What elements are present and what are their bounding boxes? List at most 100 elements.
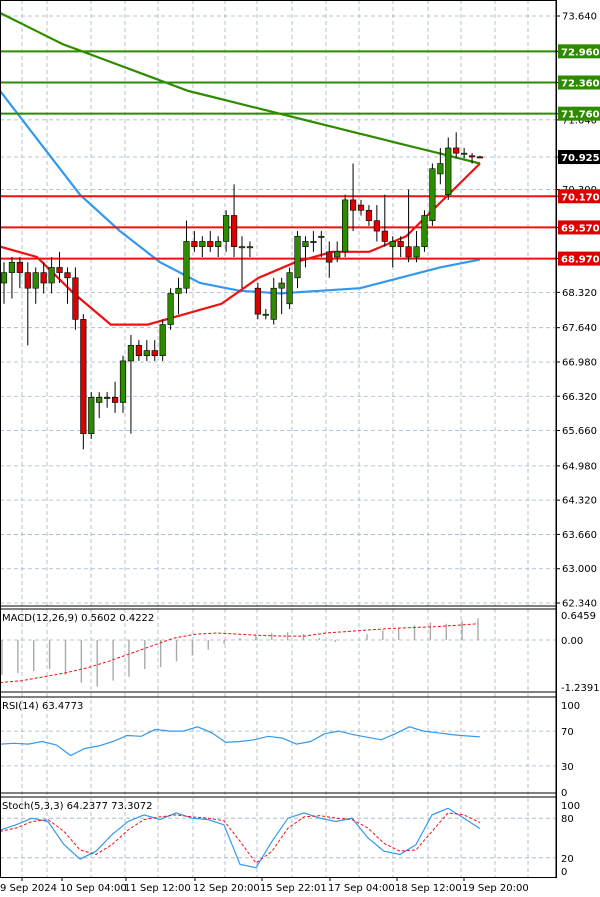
candle-body <box>357 204 365 211</box>
stoch-tick-label: 0 <box>561 867 567 878</box>
candle-body <box>262 313 269 316</box>
price-label-box <box>558 189 600 204</box>
candle-body <box>365 209 373 221</box>
price-label: 69.570 <box>561 223 600 234</box>
price-label-box <box>558 44 600 59</box>
price-label: 72.360 <box>561 78 600 89</box>
candle-body <box>88 396 95 434</box>
price-label: 70.925 <box>561 153 600 164</box>
candle-body <box>381 230 388 242</box>
candle-body <box>135 345 142 357</box>
candle-body <box>0 272 8 284</box>
candle-body <box>286 272 293 305</box>
macd-tick-label: -1.2391 <box>561 683 600 694</box>
candle-body <box>48 267 55 284</box>
y-tick-label: 64.980 <box>562 461 597 472</box>
candle-body <box>199 241 206 247</box>
candle-body <box>24 272 31 289</box>
candle-body <box>111 396 119 403</box>
candle-body <box>421 215 428 247</box>
y-tick-label: 64.320 <box>562 496 597 507</box>
candle-body <box>476 156 484 159</box>
x-tick-label: 9 Sep 2024 <box>0 883 57 894</box>
candle-body <box>183 241 190 289</box>
candle-body <box>72 277 79 320</box>
candle-body <box>334 251 341 258</box>
x-tick-label: 12 Sep 20:00 <box>193 883 260 894</box>
candle-body <box>159 324 166 357</box>
candle-body <box>278 282 285 289</box>
candle-body <box>223 215 230 242</box>
candle-body <box>151 350 158 357</box>
stoch-tick-label: 20 <box>561 854 574 865</box>
y-tick-label: 71.640 <box>562 115 597 126</box>
stoch-tick-label: 80 <box>561 814 574 825</box>
candle-body <box>32 272 39 289</box>
candle-body <box>326 251 333 263</box>
candle-body <box>373 220 380 232</box>
rsi-tick-label: 70 <box>561 727 574 738</box>
candle-body <box>397 241 404 247</box>
stoch-panel: Stoch(5,3,3) 64.2377 73.3072 <box>0 801 481 869</box>
candle-body <box>405 246 412 258</box>
candle-body <box>40 272 47 284</box>
candle-body <box>246 246 254 249</box>
stoch-k-line <box>0 807 481 869</box>
candle-body <box>104 396 111 399</box>
candle-body <box>429 168 436 221</box>
x-tick-label: 15 Sep 22:01 <box>260 883 327 894</box>
price-label-box <box>558 251 600 266</box>
candle-body <box>143 350 150 357</box>
candle-body <box>310 241 317 243</box>
candle-body <box>254 287 261 315</box>
stoch-tick-label: 100 <box>561 801 580 812</box>
candle-body <box>175 287 182 294</box>
y-tick-label: 66.320 <box>562 392 597 403</box>
candle-body <box>8 261 16 273</box>
rsi-tick-label: 0 <box>561 788 567 799</box>
candle-body <box>215 241 222 247</box>
stoch-d-line <box>0 812 481 864</box>
y-tick-label: 65.660 <box>562 426 597 437</box>
y-tick-label: 63.000 <box>562 564 597 575</box>
price-label: 72.960 <box>561 47 600 58</box>
macd-tick-label: 0.00 <box>561 636 583 647</box>
price-label-box <box>558 106 600 121</box>
candle-body <box>96 396 103 403</box>
candle-body <box>318 235 325 238</box>
y-tick-label: 63.660 <box>562 530 597 541</box>
y-tick-label: 67.640 <box>562 323 597 334</box>
moving-average-line <box>0 162 481 326</box>
candle-body <box>119 360 127 403</box>
candle-body <box>349 199 357 211</box>
price-label: 68.970 <box>561 255 600 266</box>
x-tick-label: 17 Sep 04:00 <box>328 883 395 894</box>
x-tick-label: 10 Sep 04:00 <box>60 883 127 894</box>
rsi-tick-label: 30 <box>561 762 574 773</box>
x-tick-label: 19 Sep 20:00 <box>462 883 529 894</box>
moving-average-line <box>0 11 481 165</box>
candle-body <box>453 147 460 154</box>
candle-body <box>127 345 135 362</box>
candle-body <box>56 267 63 273</box>
plot-frame <box>0 0 557 878</box>
y-tick-label: 73.640 <box>562 12 597 23</box>
macd-tick-label: 0.6459 <box>561 611 596 622</box>
candle-body <box>389 241 396 247</box>
candle-body <box>16 261 23 273</box>
x-tick-label: 18 Sep 12:00 <box>395 883 462 894</box>
candle-body <box>302 241 309 247</box>
y-tick-label: 68.320 <box>562 288 597 299</box>
macd-signal-line <box>0 623 479 684</box>
candle-body <box>445 147 452 195</box>
macd-title: MACD(12,26,9) 0.5602 0.4222 <box>2 613 154 624</box>
rsi-panel: RSI(14) 63.4773 <box>0 701 481 757</box>
price-label-box <box>558 150 600 165</box>
candle-body <box>342 199 349 253</box>
rsi-tick-label: 100 <box>561 701 580 712</box>
x-tick-label: 11 Sep 12:00 <box>124 883 191 894</box>
rsi-line <box>0 726 481 757</box>
candle-body <box>294 235 301 279</box>
